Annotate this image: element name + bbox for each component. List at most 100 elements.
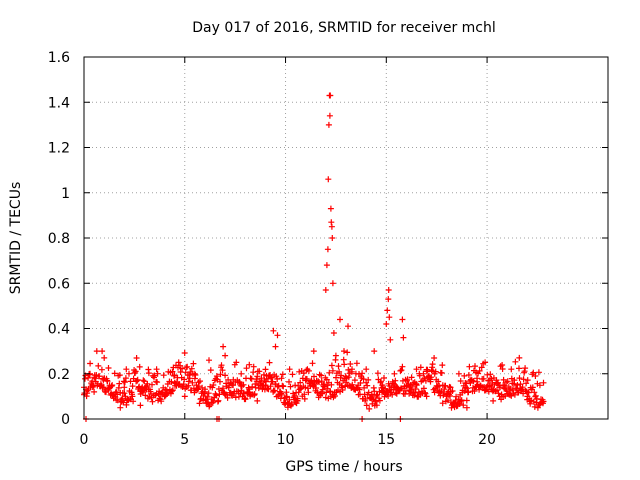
data-point: [286, 378, 292, 385]
data-point: [429, 361, 436, 368]
data-point: [447, 393, 453, 399]
data-point: [92, 375, 99, 382]
data-point: [324, 246, 331, 253]
data-point: [355, 382, 362, 389]
data-point: [195, 386, 201, 393]
data-point: [531, 403, 538, 410]
data-point: [330, 330, 337, 336]
data-point: [185, 378, 192, 385]
data-point: [215, 386, 222, 392]
data-point: [439, 400, 446, 407]
x-tick-label: 20: [478, 432, 496, 448]
data-point: [279, 371, 286, 378]
data-point: [129, 383, 136, 390]
data-point: [540, 379, 547, 386]
data-point: [141, 378, 148, 385]
data-point: [381, 375, 387, 381]
data-point: [413, 366, 420, 373]
data-point: [359, 370, 366, 377]
data-points: [81, 92, 547, 422]
data-point: [154, 379, 161, 386]
x-axis-label: GPS time / hours: [285, 459, 402, 475]
data-point: [191, 370, 198, 377]
data-point: [529, 384, 536, 391]
data-point: [487, 383, 494, 390]
data-point: [384, 307, 391, 314]
data-point: [168, 388, 175, 395]
data-point: [144, 380, 151, 387]
data-point: [361, 384, 368, 391]
data-point: [116, 372, 123, 379]
data-point: [444, 397, 451, 404]
data-point: [161, 393, 168, 400]
data-point: [360, 376, 367, 383]
data-point: [312, 381, 318, 388]
data-point: [265, 375, 271, 382]
data-point: [109, 382, 116, 389]
data-point: [181, 350, 188, 356]
data-point: [336, 368, 343, 375]
data-point: [177, 369, 184, 375]
data-point: [121, 379, 128, 386]
data-point: [408, 374, 415, 381]
data-point: [487, 371, 494, 378]
data-point: [499, 366, 506, 372]
data-point: [435, 378, 442, 385]
data-point: [242, 396, 249, 403]
data-point: [341, 361, 348, 368]
data-point: [153, 366, 160, 373]
data-point: [514, 382, 521, 388]
data-point: [171, 379, 178, 386]
data-point: [137, 402, 144, 409]
data-point: [385, 296, 392, 303]
data-point: [196, 400, 203, 407]
data-point: [280, 383, 287, 390]
data-point: [363, 402, 370, 409]
data-point: [328, 381, 335, 388]
data-point: [471, 388, 478, 394]
data-point: [181, 393, 188, 400]
data-point: [495, 390, 502, 397]
data-point: [318, 388, 325, 395]
data-point: [278, 375, 285, 382]
data-point: [256, 368, 263, 375]
data-point: [508, 366, 515, 373]
data-point: [278, 391, 285, 398]
data-point: [220, 343, 227, 350]
data-point: [422, 377, 429, 384]
data-point: [371, 348, 378, 355]
data-point: [123, 366, 130, 373]
data-point: [136, 363, 143, 370]
data-point: [325, 121, 332, 128]
data-point: [327, 205, 334, 212]
data-point: [85, 374, 92, 381]
data-point: [96, 373, 103, 380]
data-point: [540, 398, 547, 405]
y-axis-label: SRMTID / TECUs: [8, 182, 24, 295]
data-point: [365, 389, 372, 396]
data-point: [201, 388, 208, 395]
data-point: [351, 377, 358, 384]
data-point: [328, 223, 335, 230]
data-point: [412, 386, 419, 392]
data-point: [472, 363, 478, 370]
data-point: [305, 389, 312, 396]
data-point: [154, 370, 161, 377]
data-point: [345, 323, 351, 330]
data-point: [512, 358, 519, 365]
data-point: [279, 382, 286, 389]
data-point: [522, 365, 529, 372]
data-point: [218, 362, 225, 369]
data-point: [230, 382, 237, 389]
data-point: [129, 393, 136, 400]
data-point: [196, 383, 202, 390]
data-point: [274, 376, 281, 382]
x-tick-label: 0: [80, 432, 89, 448]
data-point: [379, 382, 386, 389]
data-point: [420, 385, 427, 392]
data-point: [266, 359, 273, 366]
data-point: [329, 280, 336, 287]
data-point: [233, 359, 240, 366]
data-point: [186, 375, 193, 382]
